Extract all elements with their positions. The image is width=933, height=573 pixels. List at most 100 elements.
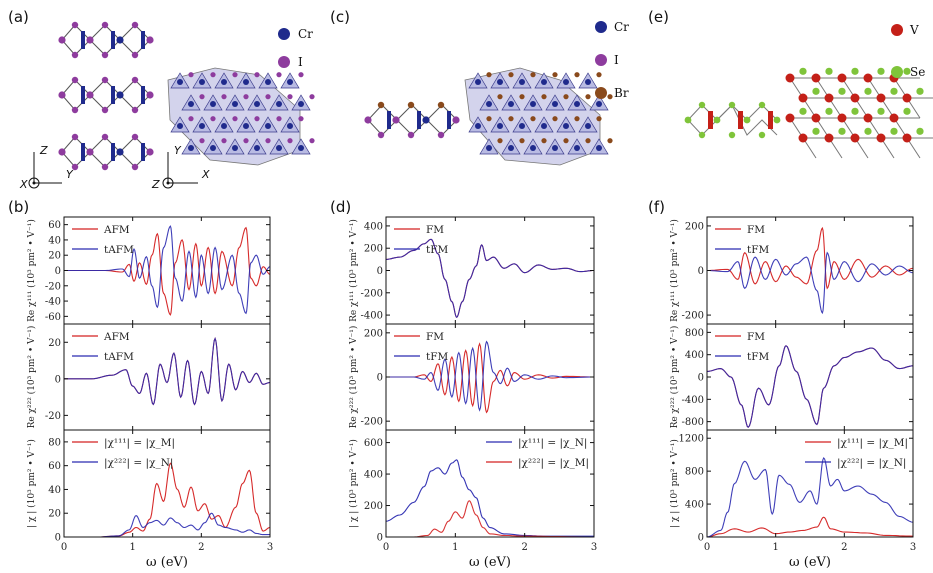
x-tick-label: 1 bbox=[452, 542, 458, 553]
v-atom-icon bbox=[891, 24, 903, 36]
lattice-atom bbox=[785, 73, 795, 83]
y-tick-label: 60 bbox=[48, 461, 61, 472]
lattice-atom bbox=[552, 101, 558, 107]
lattice-atom bbox=[188, 72, 194, 78]
lattice-atom bbox=[563, 138, 569, 144]
panel-label-a: (a) bbox=[8, 8, 29, 26]
lattice-atom bbox=[210, 116, 216, 122]
legend-se-e: Se bbox=[910, 65, 925, 79]
lattice-atom bbox=[221, 123, 227, 129]
se-atom bbox=[773, 116, 781, 124]
chart-f-mid: -800 -400 0 400 800 Re χ²²² (10³ pm² • V⁻¹) FM… bbox=[669, 323, 914, 431]
series-line-d-bot-1 bbox=[386, 500, 594, 538]
lattice-atom bbox=[497, 79, 503, 85]
lattice-atom bbox=[508, 145, 514, 151]
lattice-atom bbox=[903, 107, 911, 115]
lattice-atom bbox=[541, 138, 547, 144]
se-atom bbox=[728, 101, 736, 109]
se-atom bbox=[684, 116, 692, 124]
halogen-atom bbox=[131, 163, 139, 171]
lattice-atom bbox=[825, 107, 833, 115]
series-line-f-bot-0 bbox=[706, 516, 914, 538]
lattice-atom bbox=[596, 101, 602, 107]
halogen-atom bbox=[101, 21, 109, 29]
metal-atom bbox=[111, 143, 115, 161]
lattice-atom bbox=[265, 94, 271, 100]
br-atom-icon bbox=[595, 87, 607, 99]
y-tick-label: -40 bbox=[45, 297, 61, 308]
series-line-b-bot-0 bbox=[64, 462, 271, 538]
axis-label-x-side: X bbox=[19, 178, 28, 191]
lattice-atom bbox=[422, 116, 430, 124]
y-tick-label: 80 bbox=[48, 437, 61, 448]
lattice-atom bbox=[86, 148, 94, 156]
legend-entry: AFM bbox=[103, 331, 130, 343]
x-axis-label: ω (eV) bbox=[146, 555, 188, 570]
series-line-f-top-1 bbox=[707, 251, 914, 315]
legend-entry: FM bbox=[426, 331, 444, 343]
lattice-atom bbox=[812, 87, 820, 95]
lattice-atom bbox=[298, 145, 304, 151]
lattice-atom bbox=[221, 94, 227, 100]
lattice-atom bbox=[916, 127, 924, 135]
lattice-atom bbox=[519, 138, 525, 144]
legend-entry: |χ²²²| = |χ_M| bbox=[518, 457, 589, 470]
y-tick-label: 60 bbox=[48, 220, 61, 231]
atom-legend-c: Cr I Br bbox=[595, 20, 629, 100]
y-tick-label: 400 bbox=[685, 350, 704, 361]
axis-indicator-side: Z X Y bbox=[19, 144, 74, 191]
metal-atom bbox=[81, 86, 85, 104]
legend-entry: tFM bbox=[747, 244, 770, 256]
chart-f-top: -200 0 200 Re χ¹¹¹ (10³ pm² • V⁻¹) FM tFM bbox=[669, 216, 914, 325]
lattice-atom bbox=[596, 145, 602, 151]
metal-atom bbox=[81, 31, 85, 49]
se-atom bbox=[743, 116, 751, 124]
lattice-atom bbox=[508, 101, 514, 107]
lattice-atom bbox=[287, 138, 293, 144]
lattice-atom bbox=[799, 107, 807, 115]
crystal-structure-a: Z X Y Y Z X Cr I bbox=[19, 21, 315, 191]
y-tick-label: 0 bbox=[55, 266, 61, 277]
y-tick-label: 400 bbox=[364, 470, 383, 481]
se-atom-icon bbox=[891, 66, 903, 78]
y-tick-label: 200 bbox=[364, 328, 383, 339]
x-axis-label: ω (eV) bbox=[789, 555, 831, 570]
lattice-atom bbox=[243, 94, 249, 100]
plot-frame bbox=[63, 323, 271, 431]
legend-v-e: V bbox=[909, 23, 919, 37]
metal-atom bbox=[447, 111, 451, 129]
lattice-atom bbox=[864, 87, 872, 95]
lattice-atom bbox=[574, 101, 580, 107]
y-tick-label: 0 bbox=[698, 533, 704, 544]
series-line-d-top-1 bbox=[385, 238, 594, 319]
legend-entry: |χ¹¹¹| = |χ_N| bbox=[518, 437, 587, 450]
halogen-atom bbox=[71, 76, 79, 84]
legend-entry: FM bbox=[747, 331, 765, 343]
metal-atom bbox=[141, 143, 145, 161]
y-tick-label: 20 bbox=[48, 509, 61, 520]
lattice-atom bbox=[188, 145, 194, 151]
lattice-atom bbox=[392, 116, 400, 124]
metal-atom bbox=[141, 31, 145, 49]
y-axis-label: Re χ¹¹¹ (10³ pm² • V⁻¹) bbox=[26, 219, 37, 322]
chart-f-bot: 0 400 800 1200 0 1 2 3 | χ | (10³ pm² • V⁻¹) ω (e… bbox=[669, 429, 916, 570]
lattice-atom bbox=[541, 123, 547, 129]
y-tick-label: -60 bbox=[45, 312, 61, 323]
lattice-atom bbox=[177, 123, 183, 129]
lattice-atom bbox=[851, 67, 859, 75]
series-line-b-top-1 bbox=[64, 225, 271, 315]
cr-atom-icon bbox=[595, 21, 607, 33]
axis-label-z-side: Z bbox=[39, 144, 48, 157]
legend-entry: tAFM bbox=[104, 351, 134, 363]
lattice-atom bbox=[877, 67, 885, 75]
axis-label-z-top: Z bbox=[151, 178, 160, 191]
lattice-atom bbox=[486, 145, 492, 151]
lattice-atom bbox=[497, 94, 503, 100]
x-tick-label: 3 bbox=[910, 542, 916, 553]
axis-label-y-side: Y bbox=[66, 168, 74, 181]
lattice-atom bbox=[851, 107, 859, 115]
halogen-atom bbox=[407, 131, 415, 139]
lattice-atom bbox=[243, 138, 249, 144]
lattice-atom bbox=[530, 145, 536, 151]
lattice-atom bbox=[232, 145, 238, 151]
